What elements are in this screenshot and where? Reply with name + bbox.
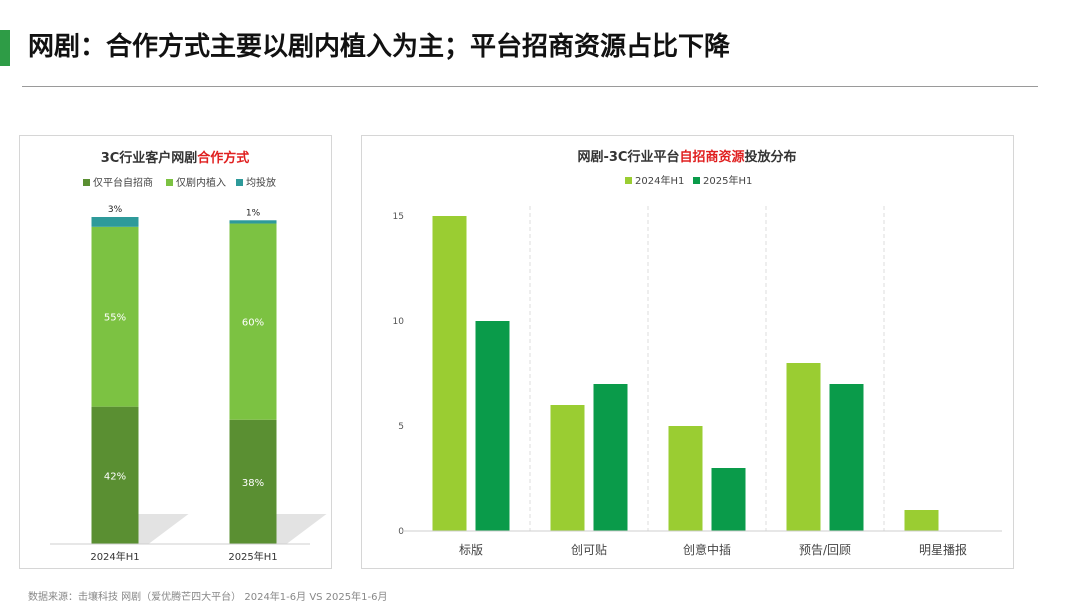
bar bbox=[668, 426, 703, 531]
chart-title-plain-2: 投放分布 bbox=[744, 149, 796, 165]
legend-label: 仅剧内植入 bbox=[176, 176, 226, 189]
resource-distribution-chart-panel: 网剧-3C行业平台自招商资源投放分布 2024年H1 2025年H1 0 5 10 15… bbox=[361, 135, 1014, 569]
chart-legend: 仅平台自招商 仅剧内植入 均投放 bbox=[83, 176, 276, 189]
bar-value-label: 1% bbox=[246, 208, 261, 218]
chart-title-plain-1: 网剧-3C行业平台 bbox=[577, 149, 679, 165]
chart-title-plain: 3C行业客户网剧 bbox=[101, 150, 198, 166]
bar bbox=[593, 384, 628, 531]
title-divider bbox=[22, 86, 1038, 87]
legend-label: 仅平台自招商 bbox=[93, 176, 153, 189]
legend-swatch bbox=[166, 179, 173, 186]
bar-shadow bbox=[276, 514, 327, 544]
bar bbox=[829, 384, 864, 531]
x-tick-label: 2025年H1 bbox=[228, 550, 277, 563]
bar-segment bbox=[229, 223, 277, 420]
x-tick-label: 预告/回顾 bbox=[799, 543, 851, 557]
legend-swatch bbox=[693, 177, 700, 184]
bar-segment bbox=[91, 406, 139, 544]
x-tick-label: 2024年H1 bbox=[90, 550, 139, 563]
grid-lines bbox=[529, 206, 885, 531]
legend-label: 2025年H1 bbox=[703, 174, 752, 187]
bar-segment bbox=[229, 220, 277, 224]
y-axis-ticks: 0 5 10 15 bbox=[393, 212, 405, 537]
legend-swatch bbox=[625, 177, 632, 184]
x-tick-label: 标版 bbox=[459, 543, 483, 557]
y-tick-label: 15 bbox=[393, 212, 404, 222]
y-tick-label: 10 bbox=[393, 317, 405, 327]
bar-value-label: 60% bbox=[242, 318, 264, 329]
page-title: 网剧：合作方式主要以剧内植入为主；平台招商资源占比下降 bbox=[28, 32, 731, 62]
bar-value-label: 42% bbox=[104, 471, 126, 482]
legend-swatch bbox=[83, 179, 90, 186]
title-accent-bar bbox=[0, 30, 10, 66]
bar-segment bbox=[91, 217, 139, 227]
chart-title-highlight: 自招商资源 bbox=[679, 149, 744, 165]
bar bbox=[475, 321, 510, 531]
legend-swatch bbox=[236, 179, 243, 186]
x-axis-labels: 标版 创可贴 创意中插 预告/回顾 明星播报 bbox=[459, 542, 967, 557]
resource-distribution-chart: 网剧-3C行业平台自招商资源投放分布 2024年H1 2025年H1 0 5 10 15… bbox=[393, 149, 1002, 557]
x-axis-labels: 2024年H1 2025年H1 bbox=[90, 550, 277, 563]
bar-segment bbox=[91, 226, 139, 407]
x-tick-label: 创意中插 bbox=[683, 542, 731, 557]
bar-value-label: 55% bbox=[104, 313, 126, 324]
x-tick-label: 明星播报 bbox=[919, 542, 967, 557]
legend-label: 均投放 bbox=[246, 176, 276, 189]
legend-label: 2024年H1 bbox=[635, 174, 684, 187]
cooperation-mode-chart: 3C行业客户网剧合作方式 仅平台自招商 仅剧内植入 均投放 42% 55% 3% 38% 6… bbox=[50, 150, 327, 563]
bar-value-label: 3% bbox=[108, 205, 123, 215]
bar bbox=[904, 510, 939, 531]
bar-shadows bbox=[138, 514, 327, 544]
y-tick-label: 5 bbox=[398, 422, 404, 432]
stacked-bars: 42% 55% 3% 38% 60% 1% bbox=[91, 205, 277, 544]
cooperation-mode-chart-panel: 3C行业客户网剧合作方式 仅平台自招商 仅剧内植入 均投放 42% 55% 3% 38% 6… bbox=[19, 135, 332, 569]
bar bbox=[786, 363, 821, 531]
source-note: 数据来源：击壤科技 网剧（爱优腾芒四大平台） 2024年1-6月 VS 2025… bbox=[28, 592, 388, 603]
bar-shadow bbox=[138, 514, 189, 544]
bar bbox=[711, 468, 746, 531]
chart-title: 网剧-3C行业平台自招商资源投放分布 bbox=[577, 149, 796, 165]
bar bbox=[550, 405, 585, 531]
x-tick-label: 创可贴 bbox=[571, 543, 607, 557]
y-tick-label: 0 bbox=[398, 527, 404, 537]
chart-title: 3C行业客户网剧合作方式 bbox=[101, 150, 250, 166]
bar-segment bbox=[229, 419, 277, 544]
bar-value-label: 38% bbox=[242, 478, 264, 489]
chart-title-highlight: 合作方式 bbox=[197, 150, 249, 166]
grouped-bars bbox=[432, 216, 939, 531]
bar bbox=[432, 216, 467, 531]
chart-legend: 2024年H1 2025年H1 bbox=[625, 174, 752, 187]
